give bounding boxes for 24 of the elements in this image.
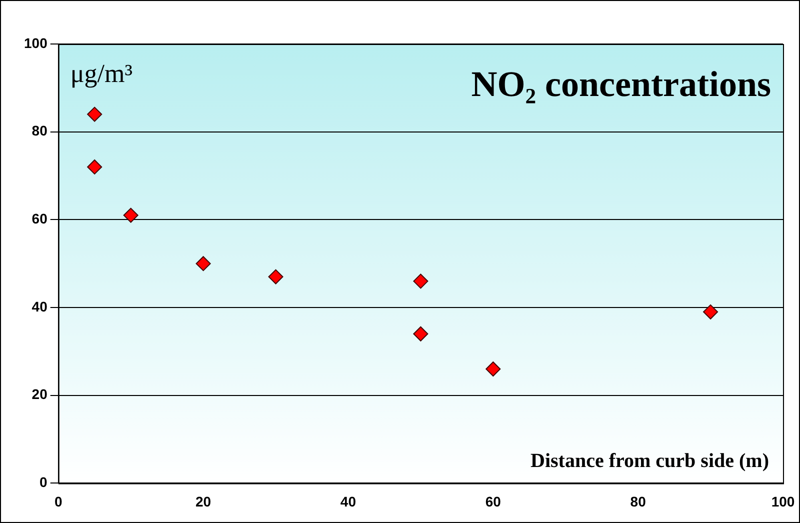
x-tick-label: 20	[196, 493, 212, 510]
x-tick-label: 0	[54, 493, 62, 510]
x-tick-label: 80	[630, 493, 646, 510]
y-tick-label: 80	[32, 122, 48, 139]
point	[87, 159, 102, 174]
x-tick-label: 40	[340, 493, 356, 510]
point	[196, 256, 211, 272]
y-tick-label: 100	[24, 34, 48, 51]
point	[486, 362, 501, 377]
y-tick-label: 40	[32, 298, 48, 314]
point	[703, 304, 718, 320]
y-axis-title: μg/m³	[70, 59, 133, 88]
point	[413, 274, 428, 289]
y-tick-label: 60	[32, 210, 48, 227]
point	[413, 326, 428, 342]
point	[87, 106, 102, 122]
x-tick-label: 60	[485, 493, 502, 510]
point	[268, 269, 284, 284]
x-tick-label: 100	[771, 493, 795, 510]
text: NO₂ concentrations	[471, 64, 771, 104]
x-axis-title: Distance from curb side (m)	[530, 450, 769, 472]
point	[123, 208, 138, 223]
y-tick-label: 0	[40, 474, 48, 490]
y-tick-label: 20	[32, 386, 48, 402]
